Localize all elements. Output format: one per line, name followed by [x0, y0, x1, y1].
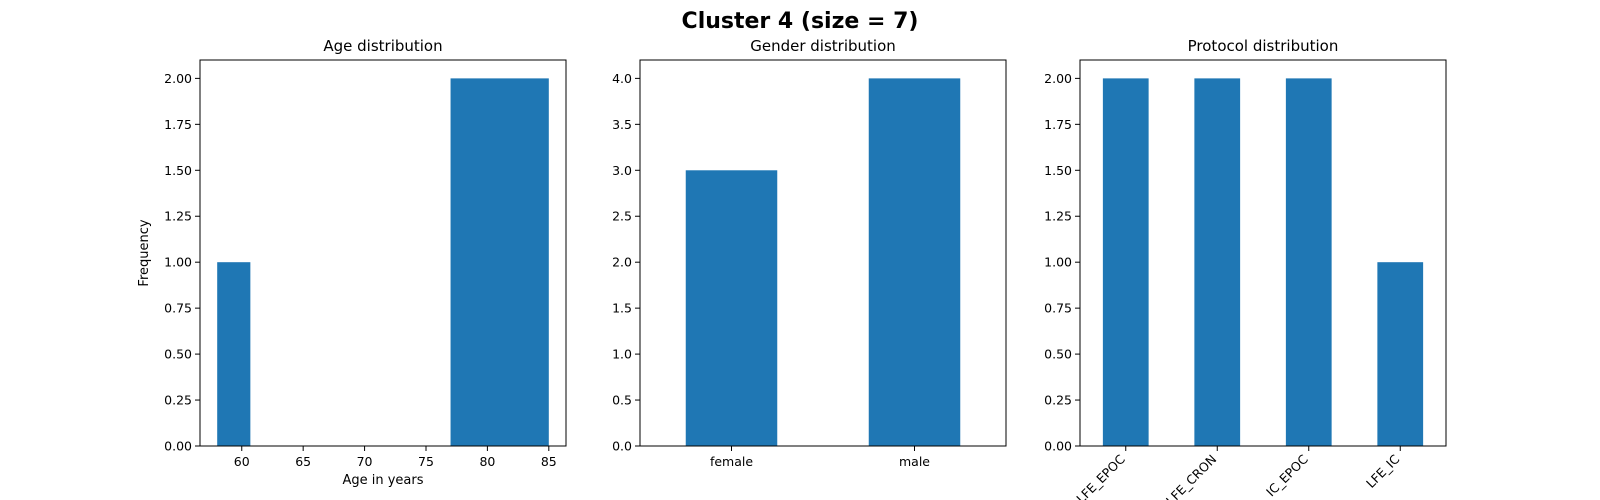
- chart-panel-2: Gender distribution female male 0.0 0.5 1.0 1.…: [612, 37, 1007, 469]
- x-axis-label: Age in years: [342, 473, 423, 488]
- x-tick-label: male: [899, 454, 930, 469]
- axes-frame: [639, 59, 1007, 447]
- chart-panel-3: Protocol distribution LFE_EPOC LFE_CRON IC_…: [1044, 37, 1447, 500]
- y-tick-label: 0.75: [1044, 301, 1072, 316]
- y-tick-label: 0.50: [164, 347, 192, 362]
- y-tick-label: 0.25: [1044, 393, 1072, 408]
- bar: [1194, 78, 1241, 446]
- y-tick-label: 0.0: [612, 439, 632, 454]
- bar: [685, 170, 778, 447]
- figure-title: Cluster 4 (size = 7): [682, 9, 919, 34]
- bar: [1102, 78, 1149, 446]
- y-tick-label: 3.0: [612, 163, 632, 178]
- y-tick-label: 0.25: [164, 393, 192, 408]
- y-tick-label: 0.00: [1044, 439, 1072, 454]
- x-tick-label: 60: [234, 454, 250, 469]
- y-tick-label: 4.0: [612, 71, 632, 86]
- y-axis-label: Frequency: [137, 219, 152, 286]
- y-tick-label: 1.00: [1044, 255, 1072, 270]
- histogram-bar: [217, 262, 251, 446]
- y-tick-label: 1.75: [164, 117, 192, 132]
- chart-panel-1: Age distribution 60 65 70 75 80 85 0.00 0.25 0.50…: [137, 37, 567, 488]
- y-tick-label: 1.75: [1044, 117, 1072, 132]
- y-tick-label: 3.5: [612, 117, 632, 132]
- y-tick-label: 0.00: [164, 439, 192, 454]
- histogram-bar: [450, 78, 549, 446]
- y-tick-label: 2.00: [1044, 71, 1072, 86]
- bar: [1285, 78, 1332, 446]
- x-tick-label: LFE_EPOC: [1073, 451, 1128, 500]
- y-tick-label: 1.00: [164, 255, 192, 270]
- y-tick-label: 1.25: [1044, 209, 1072, 224]
- y-tick-label: 0.50: [1044, 347, 1072, 362]
- x-tick-label: 65: [295, 454, 311, 469]
- bar: [868, 78, 961, 446]
- x-tick-label: LFE_IC: [1363, 451, 1403, 491]
- panel-title: Protocol distribution: [1188, 37, 1339, 55]
- y-tick-label: 1.50: [164, 163, 192, 178]
- axes-frame: [199, 59, 567, 447]
- x-tick-label: 70: [357, 454, 373, 469]
- bar: [1377, 262, 1424, 446]
- y-tick-label: 2.0: [612, 255, 632, 270]
- x-tick-label: 85: [541, 454, 557, 469]
- y-tick-label: 1.0: [612, 347, 632, 362]
- panel-title: Gender distribution: [750, 37, 896, 55]
- panel-title: Age distribution: [323, 37, 442, 55]
- x-tick-label: 75: [418, 454, 434, 469]
- y-tick-label: 1.50: [1044, 163, 1072, 178]
- x-tick-label: IC_EPOC: [1263, 451, 1311, 499]
- x-tick-label: LFE_CRON: [1163, 452, 1220, 500]
- y-tick-label: 0.5: [612, 393, 632, 408]
- y-tick-label: 2.5: [612, 209, 632, 224]
- y-tick-label: 0.75: [164, 301, 192, 316]
- axes-frame: [1079, 59, 1447, 447]
- y-tick-label: 2.00: [164, 71, 192, 86]
- y-tick-label: 1.5: [612, 301, 632, 316]
- x-tick-label: female: [710, 454, 753, 469]
- y-tick-label: 1.25: [164, 209, 192, 224]
- x-tick-label: 80: [479, 454, 495, 469]
